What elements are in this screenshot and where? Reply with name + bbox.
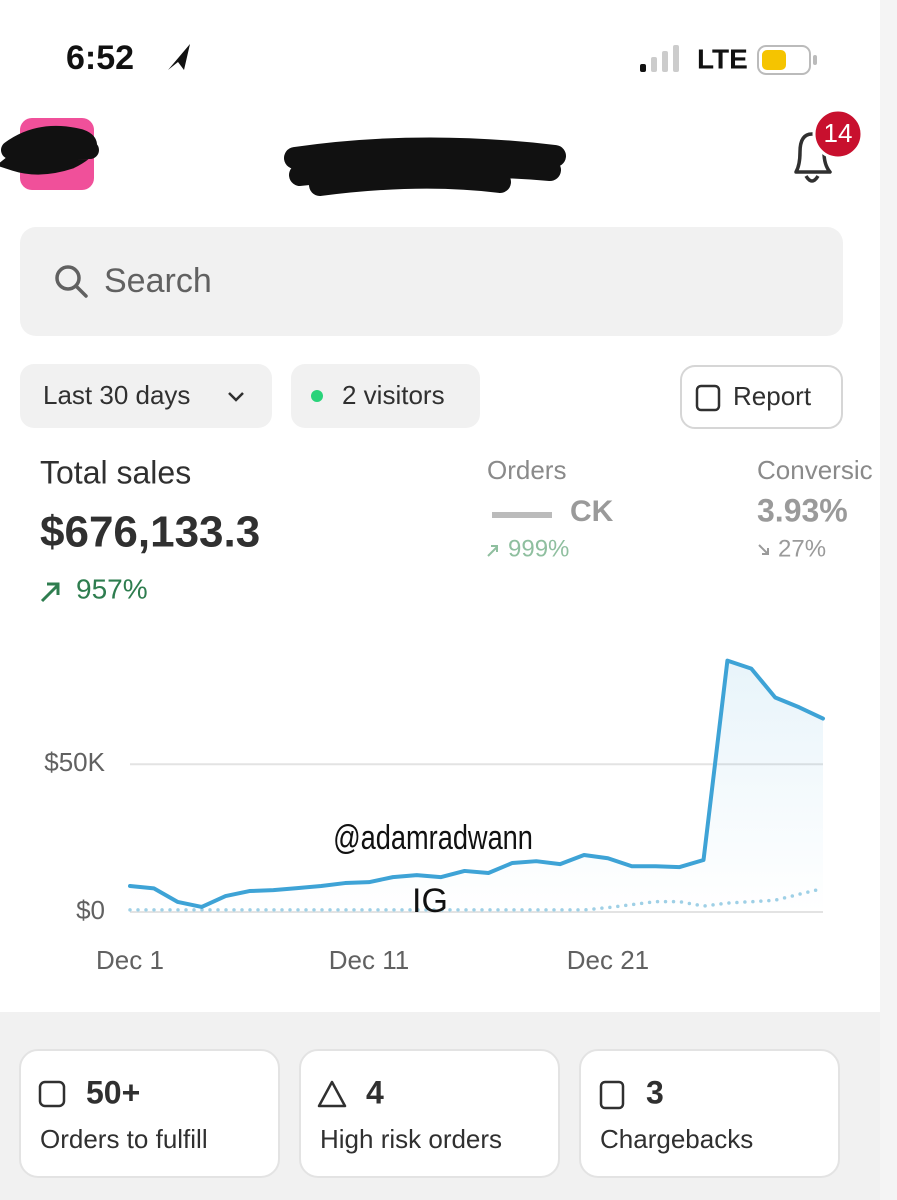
card-label: High risk orders <box>320 1124 502 1154</box>
edge <box>880 0 897 1200</box>
date-range: Last 30 days <box>43 380 190 410</box>
metric-change: 957% <box>76 573 148 604</box>
search-placeholder: Search <box>104 262 212 300</box>
card-value: 3 <box>646 1074 664 1110</box>
card[interactable]: 4 High risk orders <box>299 1049 560 1178</box>
metric-value: 3.93% <box>757 492 848 528</box>
search-icon <box>55 265 81 291</box>
report: Report <box>733 381 812 411</box>
metric-label: Orders <box>487 455 566 485</box>
up-arrow <box>40 582 60 603</box>
x-tick-label: Dec 1 <box>96 945 164 975</box>
watermark: IG <box>412 882 448 920</box>
redaction <box>284 137 566 196</box>
clip: Conversic <box>757 455 873 485</box>
battery <box>757 45 811 75</box>
notifications[interactable]: 14 <box>794 108 864 183</box>
visitors-pill[interactable] <box>291 364 480 428</box>
card-label: Orders to fulfill <box>40 1124 208 1154</box>
up-arrow <box>487 545 498 557</box>
time: 6:52 <box>66 39 134 77</box>
metric-value: $676,133.3 <box>40 508 260 557</box>
live-dot <box>311 390 323 402</box>
signal <box>640 45 679 72</box>
x-tick-label: Dec 11 <box>329 945 409 975</box>
metric-label: Conversic <box>757 455 873 485</box>
battery-level <box>762 50 786 70</box>
card-label: Chargebacks <box>600 1124 753 1154</box>
battery-tip <box>813 55 817 65</box>
sales-chart: $0 $50K Dec 1 Dec 11 Dec 21 <box>44 658 825 975</box>
chevron <box>228 392 244 402</box>
search-icon <box>74 284 88 298</box>
area <box>130 660 823 912</box>
card[interactable]: 50+ Orders to fulfill <box>19 1049 280 1178</box>
down-arrow <box>758 544 769 555</box>
card-value: 50+ <box>86 1074 140 1110</box>
report-button[interactable] <box>680 365 843 429</box>
date-filter[interactable] <box>20 364 272 428</box>
report-icon <box>695 384 721 412</box>
redaction <box>0 125 99 175</box>
metric-change: 999% <box>508 535 569 562</box>
sales-line <box>128 658 825 909</box>
network: LTE <box>697 43 748 74</box>
watermark: @adamradwann <box>333 818 533 857</box>
y-tick-label: $50K <box>44 747 105 777</box>
notification-badge: 14 <box>824 118 853 148</box>
card[interactable]: 3 Chargebacks <box>579 1049 840 1178</box>
y-tick-label: $0 <box>76 895 105 925</box>
metric-value: CK <box>570 495 614 528</box>
metric-label: Total sales <box>40 454 191 490</box>
redaction <box>492 512 552 518</box>
visitors: 2 visitors <box>342 380 445 410</box>
metric-change: 27% <box>778 535 826 562</box>
x-tick-label: Dec 21 <box>567 945 649 975</box>
search-box[interactable] <box>20 227 843 336</box>
location-icon <box>168 44 190 70</box>
card-value: 4 <box>366 1074 384 1110</box>
